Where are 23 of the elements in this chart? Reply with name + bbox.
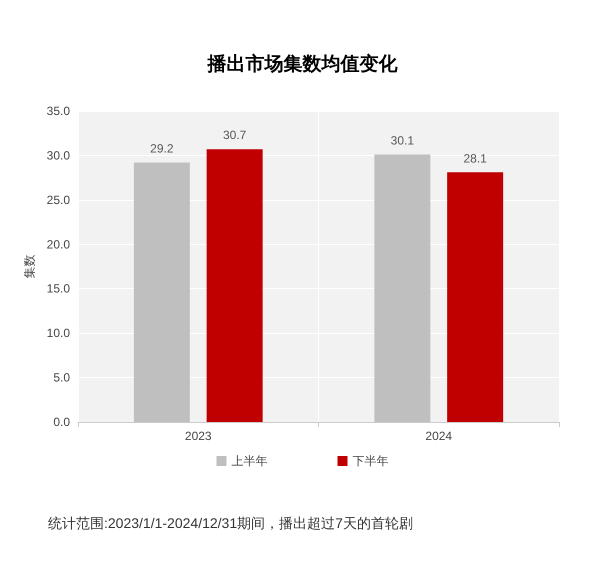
data-label: 30.7 <box>222 128 247 142</box>
y-tick-label: 15.0 <box>46 282 70 296</box>
data-label: 29.2 <box>150 142 174 156</box>
y-axis-title: 集数 <box>22 254 37 278</box>
bar <box>447 172 504 422</box>
bar <box>374 154 430 422</box>
x-tick-label: 2024 <box>425 429 452 443</box>
y-tick-label: 30.0 <box>46 148 70 162</box>
bar <box>134 162 190 422</box>
chart-title: 播出市场集数均值变化 <box>206 53 398 75</box>
x-tick-label: 2023 <box>184 429 212 443</box>
text: 统计范围:2023/1/1-2024/12/31期间，播出超过7天的首轮剧 <box>48 515 413 531</box>
y-tick-label: 5.0 <box>53 370 70 385</box>
y-tick-label: 35.0 <box>46 104 70 118</box>
legend-label: 上半年 <box>232 454 268 468</box>
legend-label: 下半年 <box>352 454 388 468</box>
y-tick-label: 25.0 <box>46 192 70 207</box>
y-tick-label: 0.0 <box>53 415 70 429</box>
y-tick-label: 10.0 <box>46 326 70 340</box>
data-label: 30.1 <box>390 134 414 148</box>
data-label: 28.1 <box>463 151 488 166</box>
y-tick-label: 20.0 <box>46 237 70 252</box>
bar <box>206 149 263 422</box>
